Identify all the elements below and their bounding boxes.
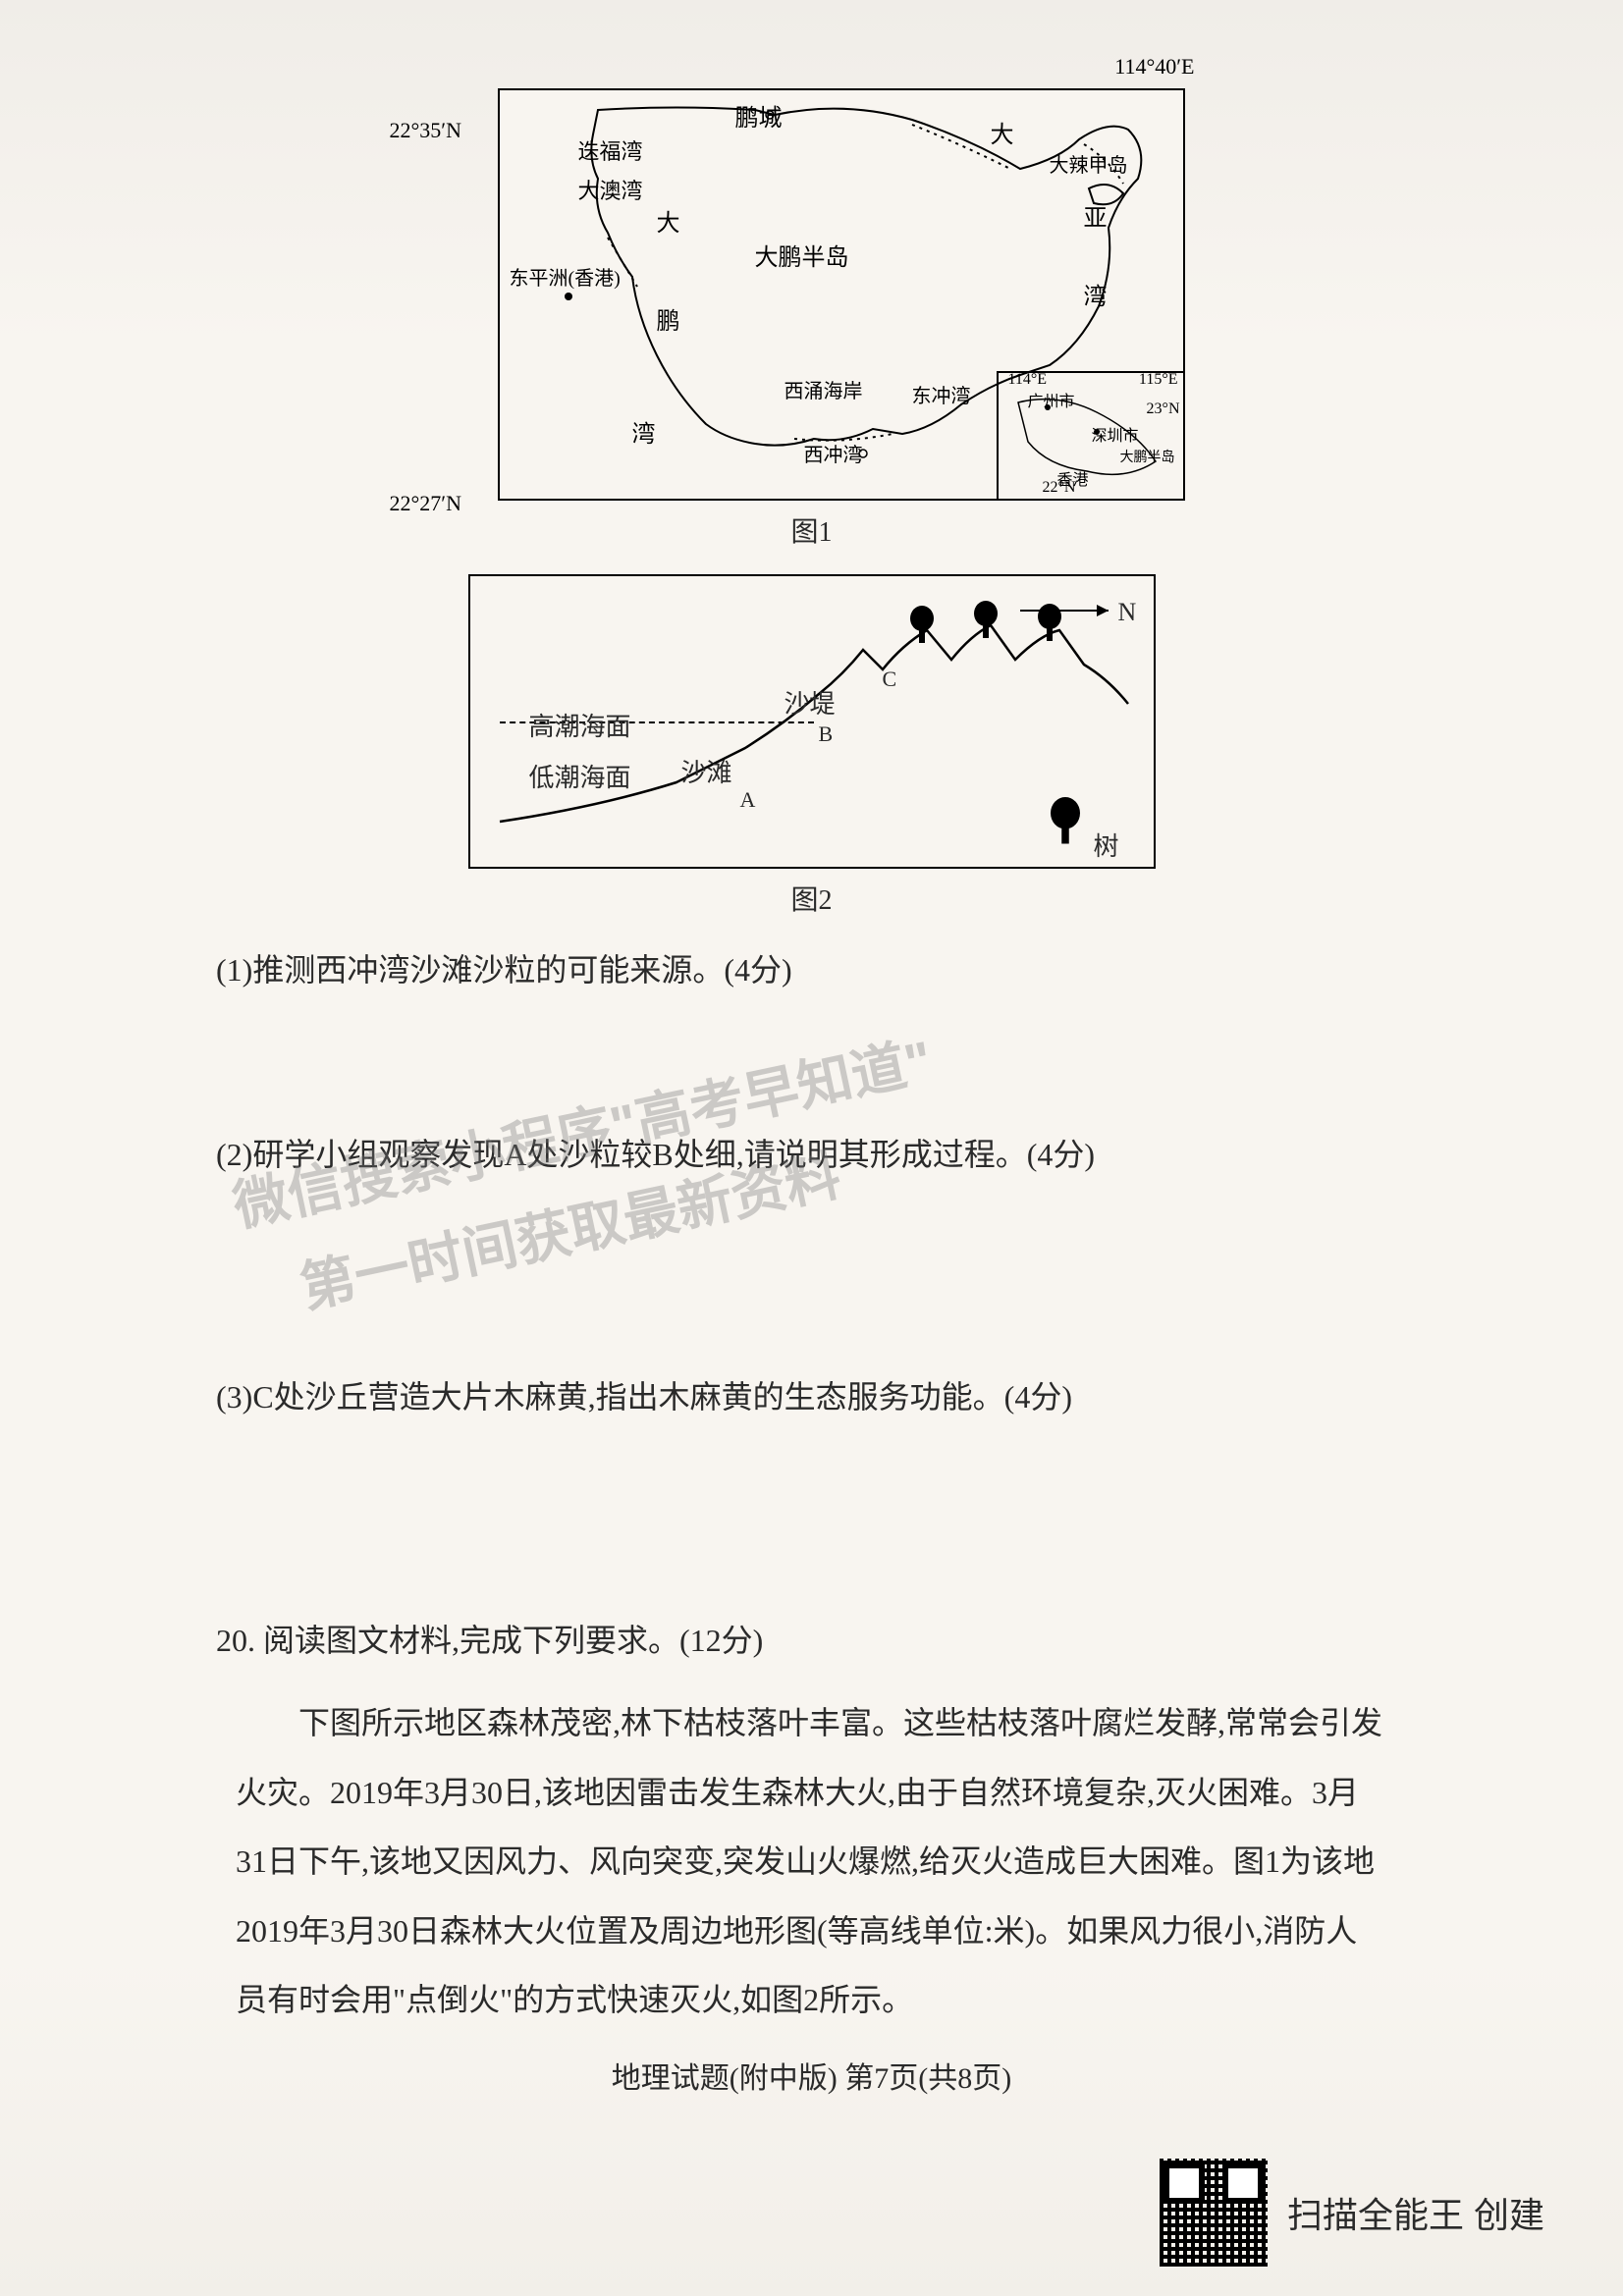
inset-dapeng: 大鹏半岛 — [1120, 447, 1175, 466]
label-daao: 大澳湾 — [578, 174, 643, 205]
label-wan2: 湾 — [632, 414, 656, 449]
tree-legend-label: 树 — [1093, 827, 1118, 863]
inset-lon1: 114°E — [1008, 371, 1048, 389]
label-xichong-wan: 西冲湾 — [804, 439, 863, 467]
qr-code-icon — [1160, 2159, 1268, 2267]
question-2: (2)研学小组观察发现A处沙粒较B处细,请说明其形成过程。(4分) — [216, 1127, 1407, 1184]
inset-guangzhou: 广州市 — [1028, 388, 1075, 411]
inset-lat1: 23°N — [1147, 400, 1180, 418]
diagram-figure-2: N 高潮海面 低潮海面 沙滩 沙堤 A B C 树 — [468, 574, 1156, 869]
label-songfu: 迭福湾 — [578, 134, 643, 166]
inset-hongkong: 香港 — [1057, 466, 1089, 490]
figure-2-caption: 图2 — [196, 879, 1427, 918]
tree-legend-icon — [1046, 797, 1085, 846]
low-tide-label: 低潮海面 — [529, 758, 631, 794]
label-peng: 鹏 — [657, 301, 680, 336]
sand-dike-label: 沙堤 — [784, 684, 836, 721]
page-footer: 地理试题(附中版) 第7页(共8页) — [196, 2054, 1427, 2097]
tree-icon — [907, 606, 937, 645]
question-20-head: 20. 阅读图文材料,完成下列要求。(12分) — [216, 1613, 1407, 1670]
figure-1-caption: 图1 — [196, 510, 1427, 550]
north-label: N — [1118, 598, 1137, 627]
question-1: (1)推测西冲湾沙滩沙粒的可能来源。(4分) — [216, 942, 1407, 999]
label-dapeng-peninsula: 大鹏半岛 — [755, 238, 849, 272]
inset-lon2: 115°E — [1139, 371, 1178, 389]
label-da: 大 — [991, 115, 1014, 149]
point-c: C — [883, 667, 897, 692]
inset-map: 114°E 115°E 23°N 22°N 广州市 深圳市 香港 大鹏半岛 — [997, 371, 1183, 499]
exam-page: 114°40′E 114°26′E 22°35′N 22°27′N 鹏城 大 — [0, 0, 1623, 2296]
label-pengcheng: 鹏城 — [735, 98, 783, 133]
coord-left-top: 22°35′N — [390, 118, 462, 143]
qr-label: 扫描全能王 创建 — [1287, 2187, 1544, 2238]
coord-left-bottom: 22°27′N — [390, 491, 462, 516]
label-dongping: 东平洲(香港) — [510, 262, 621, 291]
tree-icon — [971, 601, 1001, 640]
label-xichong-coast: 西涌海岸 — [784, 375, 863, 403]
coord-top-right: 114°40′E — [1114, 54, 1194, 80]
point-a: A — [740, 787, 756, 813]
high-tide-label: 高潮海面 — [529, 707, 631, 743]
qr-footer: 扫描全能王 创建 — [1160, 2159, 1544, 2267]
question-20-body: 下图所示地区森林茂密,林下枯枝落叶丰富。这些枯枝落叶腐烂发酵,常常会引发火灾。2… — [236, 1688, 1387, 2034]
sand-beach-label: 沙滩 — [681, 753, 732, 789]
question-3: (3)C处沙丘营造大片木麻黄,指出木麻黄的生态服务功能。(4分) — [216, 1369, 1407, 1426]
label-da2: 大 — [657, 203, 680, 238]
diagram-box: N 高潮海面 低潮海面 沙滩 沙堤 A B C 树 — [468, 574, 1156, 869]
label-dongchong-wan: 东冲湾 — [912, 380, 971, 408]
inset-shenzhen: 深圳市 — [1092, 422, 1139, 446]
point-b: B — [819, 721, 834, 747]
map-figure-1: 114°40′E 114°26′E 22°35′N 22°27′N 鹏城 大 — [439, 88, 1185, 501]
label-wan: 湾 — [1084, 277, 1108, 311]
label-dalajia: 大辣甲岛 — [1050, 149, 1128, 178]
map-box: 鹏城 大 亚 湾 迭福湾 大澳湾 大 鹏 湾 东平洲(香港) 大鹏半岛 大辣甲岛… — [498, 88, 1185, 501]
tree-icon — [1035, 604, 1064, 643]
label-ya: 亚 — [1084, 198, 1108, 233]
